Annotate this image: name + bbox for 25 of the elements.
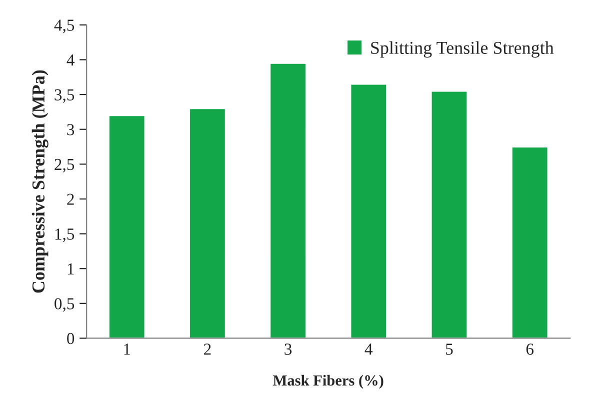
x-tick-label: 2 xyxy=(204,344,211,355)
x-tick-label: 4 xyxy=(364,344,373,355)
bar xyxy=(350,83,388,338)
legend-label: Splitting Tensile Strength xyxy=(371,41,554,58)
y-tick-label: 4 xyxy=(66,54,74,66)
y-tick-label: 3,5 xyxy=(54,89,74,103)
y-tick-label: 0,5 xyxy=(54,298,74,312)
bar xyxy=(430,90,468,338)
y-tick-label: 2 xyxy=(67,194,74,205)
y-tick-label: 1 xyxy=(68,263,74,274)
bar xyxy=(511,146,549,338)
y-axis-title: Compressive Strength (MPa) xyxy=(32,70,48,293)
y-tick-label: 2,5 xyxy=(54,158,74,172)
x-tick-label: 6 xyxy=(526,344,534,355)
y-tick-label: 4,5 xyxy=(54,20,74,34)
x-axis-title: Mask Fibers (%) xyxy=(273,374,384,389)
x-tick-label: 3 xyxy=(284,344,292,355)
y-tick-label: 1,5 xyxy=(55,228,74,242)
y-tick-label: 0 xyxy=(67,332,74,344)
y-tick-label: 3 xyxy=(67,124,74,136)
bar xyxy=(108,114,146,338)
x-tick-label: 5 xyxy=(446,344,453,355)
x-tick-label: 1 xyxy=(124,344,130,355)
bar xyxy=(269,62,307,338)
bar xyxy=(188,108,226,338)
